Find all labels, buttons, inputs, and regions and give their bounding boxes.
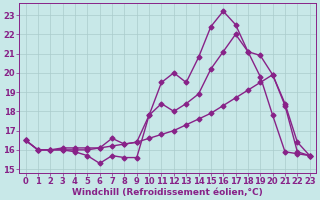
X-axis label: Windchill (Refroidissement éolien,°C): Windchill (Refroidissement éolien,°C)	[72, 188, 263, 197]
